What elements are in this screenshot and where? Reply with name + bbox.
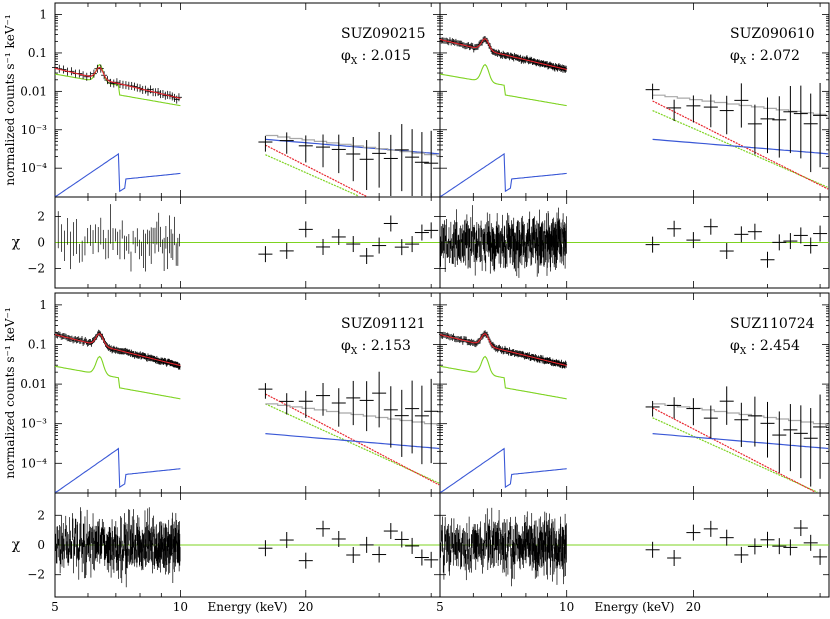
y-tick-label: 1: [39, 8, 47, 22]
phi-symbol: φ: [341, 338, 351, 354]
phi-value: : 2.153: [357, 338, 411, 354]
resid-tick-label: 0: [37, 236, 45, 250]
panel-id-label: SUZ090610: [730, 26, 815, 42]
x-tick-label: 5: [51, 600, 59, 614]
phi-subscript: X: [351, 57, 358, 67]
y-tick-label: 10⁻³: [21, 123, 48, 137]
secondary-model-xis: [54, 447, 181, 493]
resid-tick-label: −2: [27, 568, 45, 582]
x-tick-label: 10: [559, 600, 574, 614]
panel-suz090215: SUZ090215 φX : 2.015: [52, 2, 441, 289]
secondary-model-pin: [652, 138, 829, 155]
phi-subscript: X: [740, 347, 747, 357]
y-axis-title: normalized counts s⁻¹ keV⁻¹: [3, 307, 17, 478]
phi-symbol: φ: [730, 48, 740, 64]
resid-tick-label: 2: [37, 210, 45, 224]
panel-phi-label: φX : 2.153: [341, 338, 411, 357]
phi-value: : 2.072: [746, 48, 800, 64]
panel-suz090610: SUZ090610 φX : 2.072: [439, 2, 830, 289]
total-model-xis: [439, 38, 567, 71]
panel-suz110724: SUZ110724 φX : 2.454: [439, 292, 830, 598]
y-tick-label: 0.1: [28, 46, 47, 60]
y-tick-label: 10⁻⁴: [21, 456, 48, 470]
x-tick-label: 20: [686, 600, 701, 614]
resid-tick-label: 0: [37, 538, 45, 552]
y-tick-label: 10⁻³: [21, 417, 48, 431]
resid-tick-label: −2: [27, 262, 45, 276]
phi-value: : 2.015: [357, 48, 411, 64]
reflection-model-pin: [265, 154, 359, 197]
phi-subscript: X: [740, 57, 747, 67]
x-tick-label: 10: [173, 600, 188, 614]
power-law-model-pin: [265, 393, 440, 486]
reflection-model-xis: [54, 63, 181, 107]
y-tick-label: 0.01: [20, 377, 47, 391]
secondary-model-xis: [439, 447, 567, 493]
total-model-pin: [265, 403, 440, 426]
phi-symbol: φ: [341, 48, 351, 64]
power-law-model-pin: [265, 144, 367, 198]
reflection-model-xis: [54, 355, 181, 400]
total-model-pin: [652, 403, 829, 426]
power-law-model-pin: [652, 100, 829, 190]
resid-axis-title: χ: [12, 235, 21, 251]
reflection-model-xis: [439, 355, 567, 400]
panel-phi-label: φX : 2.072: [730, 48, 800, 67]
phi-symbol: φ: [730, 338, 740, 354]
x-axis-title: Energy (keV): [207, 600, 287, 614]
panel-id-label: SUZ090215: [341, 26, 426, 42]
reflection-model-pin: [265, 403, 440, 484]
panel-phi-label: φX : 2.015: [341, 48, 411, 67]
total-model-xis: [54, 66, 181, 99]
y-tick-label: 10⁻⁴: [21, 161, 48, 175]
panel-id-label: SUZ091121: [341, 316, 426, 332]
secondary-model-pin: [652, 433, 829, 450]
panel-phi-label: φX : 2.454: [730, 338, 800, 357]
secondary-model-xis: [54, 152, 181, 197]
y-tick-label: 0.01: [20, 84, 47, 98]
resid-axis-title: χ: [12, 537, 21, 553]
reflection-model-pin: [652, 417, 818, 493]
secondary-model-xis: [439, 152, 567, 197]
y-axis-title: normalized counts s⁻¹ keV⁻¹: [3, 14, 17, 185]
panel-suz091121: SUZ091121 φX : 2.153: [54, 292, 441, 598]
total-model-xis: [54, 333, 181, 367]
x-tick-label: 20: [298, 600, 313, 614]
reflection-model-xis: [439, 63, 567, 107]
total-model-pin: [265, 134, 440, 157]
power-law-model-pin: [652, 407, 815, 493]
y-tick-label: 1: [39, 298, 47, 312]
total-model-xis: [439, 333, 567, 367]
panel-id-label: SUZ110724: [730, 316, 815, 332]
x-axis-title: Energy (keV): [594, 600, 674, 614]
secondary-model-pin: [265, 138, 440, 155]
phi-value: : 2.454: [746, 338, 800, 354]
secondary-model-pin: [265, 433, 440, 450]
resid-tick-label: 2: [37, 508, 45, 522]
x-tick-label: 5: [436, 600, 444, 614]
phi-subscript: X: [351, 347, 358, 357]
y-tick-label: 0.1: [28, 337, 47, 351]
total-model-pin: [652, 94, 829, 117]
